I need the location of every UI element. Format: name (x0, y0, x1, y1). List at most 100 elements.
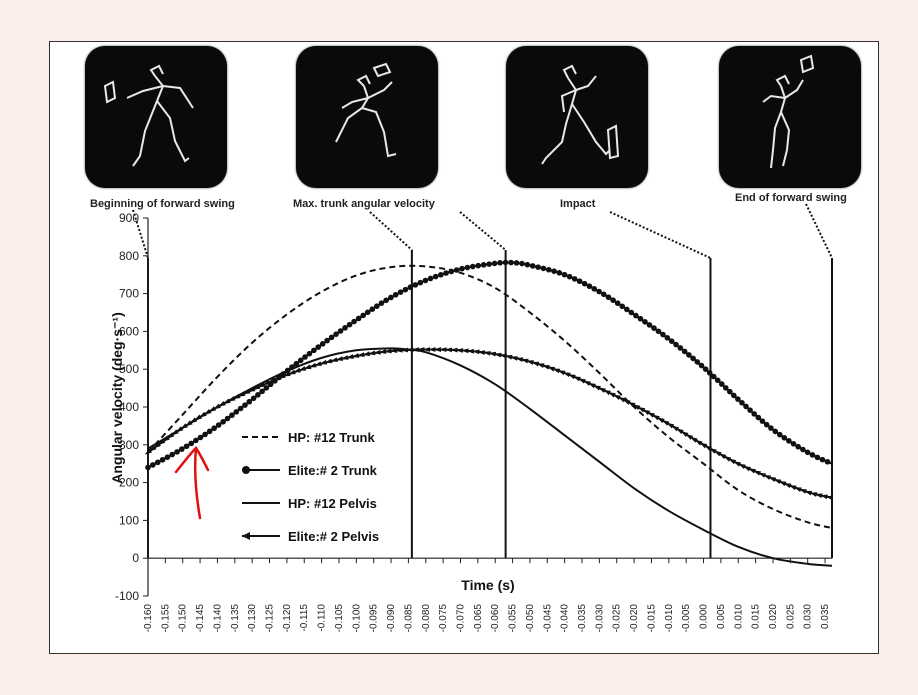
x-tick-label: -0.125 (265, 604, 276, 633)
series-marker-3 (293, 367, 301, 373)
series-line-1 (147, 261, 833, 469)
series-marker-1 (686, 352, 692, 358)
series-marker-1 (459, 265, 465, 272)
x-tick-label: -0.120 (282, 604, 293, 633)
series-marker-3 (661, 420, 670, 426)
stick-figure-icon (762, 54, 815, 169)
series-marker-1 (315, 344, 322, 350)
series-marker-1 (673, 341, 679, 348)
series-marker-3 (598, 387, 606, 393)
series-marker-3 (144, 448, 152, 455)
stick-figure-image-1 (85, 46, 227, 188)
x-tick-label: -0.045 (542, 604, 553, 633)
series-marker-1 (378, 300, 385, 306)
series-marker-3 (330, 357, 338, 363)
series-marker-3 (733, 461, 741, 467)
series-marker-3 (690, 436, 698, 443)
series-marker-3 (411, 347, 420, 353)
series-marker-3 (218, 401, 226, 407)
series-marker-1 (342, 325, 348, 331)
series-marker-1 (486, 261, 492, 267)
x-tick-label: -0.040 (560, 604, 571, 633)
series-marker-3 (623, 399, 631, 405)
series-marker-3 (593, 385, 601, 391)
x-tick-label: -0.160 (143, 604, 154, 633)
x-tick-label: -0.010 (664, 604, 675, 633)
x-tick-label: -0.055 (508, 604, 519, 633)
series-marker-1 (224, 415, 231, 422)
series-marker-1 (497, 260, 503, 266)
series-marker-1 (660, 331, 666, 338)
series-marker-3 (531, 361, 540, 367)
y-tick-label: 300 (119, 438, 139, 452)
series-marker-1 (540, 265, 547, 272)
series-marker-3 (213, 403, 221, 410)
series-marker-3 (242, 389, 251, 395)
series-marker-1 (706, 370, 713, 376)
series-marker-1 (397, 289, 404, 295)
series-marker-1 (714, 377, 721, 384)
series-marker-1 (311, 347, 317, 354)
series-marker-3 (709, 448, 717, 454)
series-marker-3 (171, 429, 179, 436)
x-tick-label: -0.060 (490, 604, 501, 633)
series-marker-1 (453, 267, 460, 273)
series-marker-3 (748, 468, 756, 474)
series-marker-3 (763, 474, 772, 480)
series-marker-3 (573, 376, 581, 382)
series-marker-3 (314, 361, 322, 366)
series-marker-3 (743, 466, 751, 472)
x-tick-label: -0.015 (646, 604, 657, 633)
series-marker-3 (340, 355, 349, 360)
x-tick-label: -0.135 (230, 604, 241, 633)
stick-figure-icon (103, 64, 194, 167)
series-marker-3 (652, 414, 660, 421)
series-marker-1 (586, 283, 593, 290)
series-marker-1 (197, 434, 204, 441)
series-marker-1 (491, 260, 498, 267)
series-marker-1 (324, 337, 330, 344)
series-marker-3 (185, 420, 193, 427)
series-marker-1 (470, 263, 476, 270)
series-marker-1 (571, 276, 578, 282)
series-marker-1 (193, 437, 199, 444)
series-marker-3 (477, 350, 486, 355)
series-marker-3 (499, 353, 508, 359)
series-marker-1 (755, 414, 762, 421)
series-marker-1 (246, 398, 253, 405)
series-marker-3 (642, 409, 651, 416)
series-marker-3 (257, 382, 266, 388)
series-marker-3 (799, 489, 807, 494)
series-marker-1 (718, 381, 725, 387)
series-marker-1 (407, 284, 414, 291)
series-marker-3 (395, 347, 403, 353)
series-marker-3 (676, 428, 684, 435)
series-marker-3 (298, 366, 307, 371)
series-marker-1 (694, 359, 701, 365)
y-tick-label: 600 (119, 324, 139, 338)
series-marker-1 (392, 291, 399, 298)
series-marker-3 (504, 354, 513, 360)
x-tick-label: -0.150 (178, 604, 189, 633)
series-marker-3 (704, 445, 713, 452)
series-marker-1 (795, 443, 801, 450)
series-marker-1 (710, 373, 717, 380)
series-marker-3 (368, 350, 376, 356)
series-marker-3 (335, 356, 344, 361)
series-marker-1 (422, 277, 429, 284)
series-marker-1 (220, 419, 226, 425)
series-marker-3 (536, 363, 545, 369)
x-tick-label: 0.035 (820, 604, 831, 629)
series-marker-1 (402, 286, 409, 293)
x-tick-label: 0.000 (699, 604, 710, 629)
series-marker-1 (566, 273, 573, 280)
series-marker-1 (642, 319, 648, 325)
series-marker-1 (211, 425, 217, 432)
series-marker-3 (632, 404, 641, 410)
series-marker-1 (681, 348, 688, 355)
series-marker-1 (698, 362, 705, 369)
series-marker-1 (651, 325, 657, 331)
x-tick-label: -0.090 (386, 604, 397, 633)
series-marker-1 (412, 282, 419, 288)
series-marker-1 (355, 315, 362, 322)
